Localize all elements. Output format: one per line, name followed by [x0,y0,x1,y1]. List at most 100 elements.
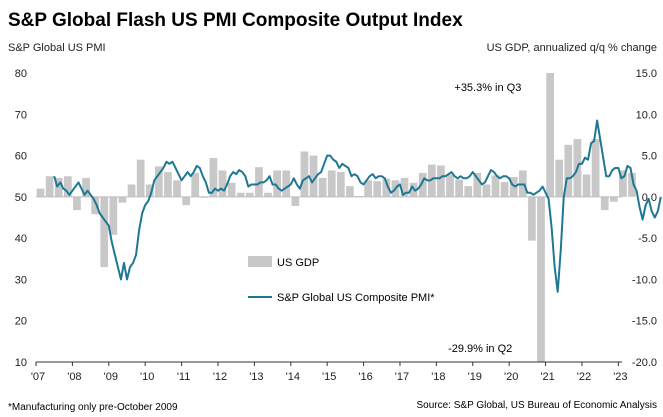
gdp-bar [628,172,636,197]
gdp-bar [63,176,72,197]
right-tick-label: -10.0 [632,274,657,286]
gdp-bar [546,73,554,197]
left-tick-label: 70 [15,109,27,121]
x-tick-label: '10 [140,371,154,383]
right-tick-label: -5.0 [638,233,657,245]
legend: US GDP S&P Global US Composite PMI* [248,256,435,304]
gdp-bar [154,166,163,197]
left-tick-label: 40 [15,233,27,245]
gdp-bar [300,151,309,197]
right-tick-label: 15.0 [636,68,657,80]
gdp-bar [318,177,327,197]
gdp-bar [582,174,591,197]
gdp-bar [373,181,382,197]
gdp-bar [591,139,600,197]
x-tick-label: '14 [286,371,300,383]
left-axis-label: S&P Global US PMI [8,42,106,54]
gdp-bar [446,174,454,197]
gdp-bar [291,196,300,206]
gdp-bar [309,155,318,197]
gdp-bar [464,186,473,197]
right-tick-label: 10.0 [636,109,657,121]
gdp-bar [145,184,154,197]
gdp-bar [218,170,227,197]
gdp-bar [382,178,391,197]
footnote: *Manufacturing only pre-October 2009 [8,402,178,413]
gdp-bar [127,184,136,197]
gdp-bar [118,196,127,203]
x-tick-label: '08 [67,371,81,383]
x-tick-label: '23 [613,371,627,383]
x-tick-label: '17 [395,371,409,383]
gdp-bar [336,172,345,197]
gdp-bar [609,196,618,202]
gdp-bar [418,172,427,197]
gdp-bar [255,167,263,197]
right-axis-ticks: 15.0 10.0 5.0 0.0 -5.0 -10.0 -15.0 -20.0 [632,68,657,369]
gdp-bar [91,196,100,215]
x-tick-label: '22 [577,371,591,383]
gdp-bar [73,196,81,211]
gdp-bar [182,196,190,206]
right-tick-label: 0.0 [642,192,657,204]
legend-gdp-swatch [248,256,272,267]
gdp-bar [437,165,445,197]
gdp-bar [227,182,236,197]
left-tick-label: 80 [15,68,27,80]
gdp-bar [100,196,109,268]
gdp-bar [537,196,545,362]
gdp-bar [427,164,436,197]
gdp-bar [473,172,482,197]
annotation-high: +35.3% in Q3 [454,82,521,94]
gdp-bar [82,177,90,197]
gdp-bar [509,177,518,197]
x-axis-ticks: '07 '08 '09 '10 '11 '12 '13 '14 '15 '16 '17 '18 '19 '… [31,362,628,383]
gdp-bar [54,177,63,197]
gdp-bar [564,144,573,197]
gdp-bar [364,180,372,197]
gdp-bars [36,73,636,362]
x-tick-label: '12 [213,371,227,383]
gdp-bar [191,172,200,197]
gdp-bar [400,177,409,197]
gdp-bar [36,188,45,197]
x-tick-label: '11 [177,371,191,383]
x-tick-label: '21 [540,371,554,383]
gdp-bar [45,176,54,197]
x-tick-label: '13 [249,371,263,383]
gdp-bar [245,192,254,197]
gdp-bar [264,192,272,197]
left-tick-label: 20 [15,316,27,328]
right-axis-label: US GDP, annualized q/q % change [487,42,657,54]
right-tick-label: -20.0 [632,357,657,369]
x-tick-label: '07 [31,371,45,383]
gdp-bar [500,181,509,197]
gdp-bar [282,170,291,197]
gdp-bar [346,186,354,197]
x-tick-label: '09 [104,371,118,383]
source-note: Source: S&P Global, US Bureau of Economi… [417,400,658,411]
gdp-bar [555,159,564,197]
x-tick-label: '15 [322,371,336,383]
gdp-bar [173,180,181,197]
right-tick-label: 5.0 [642,151,657,163]
gdp-bar [619,170,627,197]
left-axis-ticks: 80 70 60 50 40 30 20 10 [15,68,27,369]
gdp-bar [164,172,172,197]
left-tick-label: 30 [15,274,27,286]
gdp-bar [273,170,281,197]
left-tick-label: 60 [15,151,27,163]
gdp-bar [600,196,609,211]
x-tick-label: '18 [431,371,445,383]
legend-gdp-label: US GDP [277,257,319,269]
gdp-bar [455,179,463,197]
legend-pmi-label: S&P Global US Composite PMI* [277,292,435,304]
left-tick-label: 50 [15,192,27,204]
chart-title: S&P Global Flash US PMI Composite Output… [8,10,463,31]
gdp-bar [136,159,145,197]
left-tick-label: 10 [15,357,27,369]
gdp-bar [327,170,336,197]
annotation-low: -29.9% in Q2 [448,343,512,355]
x-tick-label: '16 [358,371,372,383]
